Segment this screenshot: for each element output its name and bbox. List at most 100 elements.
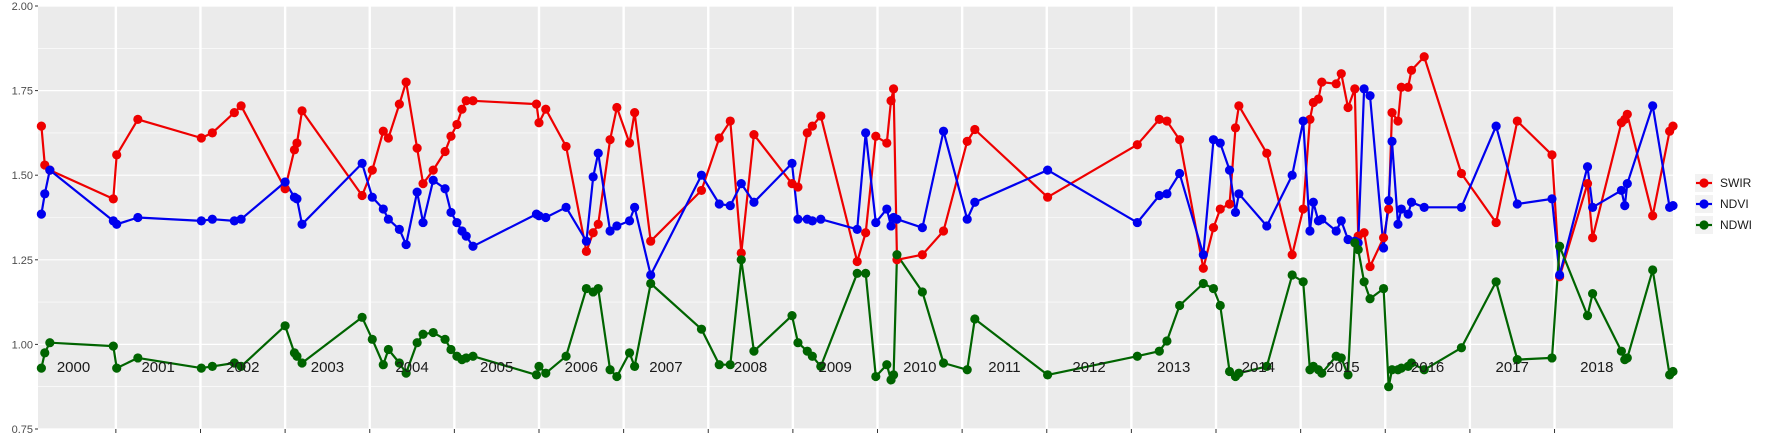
swir-point xyxy=(292,138,302,148)
ndvi-point xyxy=(440,184,450,194)
ndvi-point xyxy=(1198,250,1208,260)
ndwi-point xyxy=(401,368,411,378)
ndvi-point xyxy=(297,219,307,229)
swir-point xyxy=(383,133,393,143)
ndvi-point xyxy=(882,204,892,214)
ndvi-point xyxy=(468,241,478,251)
ndvi-point xyxy=(1230,207,1241,218)
ndvi-point xyxy=(401,239,411,250)
ndwi-point xyxy=(541,368,551,378)
ndvi-point xyxy=(1234,189,1244,199)
ndvi-point xyxy=(1132,217,1142,228)
swir-point xyxy=(133,114,143,124)
swir-point xyxy=(236,101,246,111)
ndwi-point xyxy=(378,360,388,370)
ndwi-point xyxy=(1616,346,1626,356)
ndwi-point xyxy=(1365,294,1375,304)
swir-point xyxy=(108,194,118,204)
ndwi-point xyxy=(793,338,803,348)
swir-point xyxy=(412,143,422,153)
ndvi-point xyxy=(561,202,571,212)
swir-point xyxy=(1648,211,1658,221)
ndvi-point xyxy=(461,231,471,241)
legend-marker-swir xyxy=(1699,178,1709,188)
ndvi-point xyxy=(1224,165,1235,175)
swir-point xyxy=(1234,101,1244,111)
ndwi-point xyxy=(1622,353,1632,363)
swir-point xyxy=(196,133,206,143)
swir-point xyxy=(1154,114,1164,124)
swir-point xyxy=(749,129,759,140)
ndwi-point xyxy=(1456,343,1467,353)
ndwi-point xyxy=(280,321,290,331)
year-label: 2000 xyxy=(57,359,90,376)
ndwi-point xyxy=(1287,270,1297,280)
ndvi-point xyxy=(1387,136,1397,146)
ndwi-point xyxy=(630,361,640,371)
year-label: 2017 xyxy=(1496,359,1529,376)
ndvi-point xyxy=(1406,197,1417,207)
year-label: 2003 xyxy=(311,359,344,376)
ndvi-point xyxy=(36,209,46,219)
ndwi-point xyxy=(749,346,759,356)
ndvi-point xyxy=(861,128,871,138)
ndvi-point xyxy=(133,212,143,223)
ndwi-point xyxy=(1234,368,1244,378)
ndwi-point xyxy=(1419,365,1429,375)
ndvi-point xyxy=(112,219,122,229)
ndwi-point xyxy=(736,255,746,265)
ndvi-point xyxy=(45,165,55,175)
swir-point xyxy=(1406,65,1417,75)
swir-point xyxy=(446,131,456,141)
legend-marker-ndwi xyxy=(1699,220,1709,230)
ndvi-point xyxy=(1043,165,1053,175)
y-tick-label: 1.50 xyxy=(12,170,33,182)
swir-point xyxy=(1230,123,1241,133)
swir-point xyxy=(1396,82,1406,92)
swir-point xyxy=(962,136,972,146)
swir-point xyxy=(612,102,622,113)
legend: SWIR NDVI NDWI xyxy=(1695,174,1752,234)
ndwi-point xyxy=(624,348,635,358)
ndvi-point xyxy=(1175,168,1185,179)
ndvi-point xyxy=(725,201,735,211)
swir-point xyxy=(888,84,899,94)
ndwi-point xyxy=(1215,300,1225,311)
ndvi-point xyxy=(367,192,377,202)
year-label: 2014 xyxy=(1242,359,1275,376)
ndwi-point xyxy=(714,360,724,370)
swir-point xyxy=(1208,223,1219,233)
swir-point xyxy=(1317,77,1327,87)
ndvi-point xyxy=(1622,179,1632,189)
ndwi-point xyxy=(412,338,422,348)
ndwi-point xyxy=(1512,355,1522,365)
ndwi-point xyxy=(1343,370,1353,380)
ndvi-point xyxy=(816,214,826,224)
ndwi-point xyxy=(696,324,707,334)
ndwi-point xyxy=(196,363,206,373)
ndwi-point xyxy=(45,338,55,348)
ndwi-point xyxy=(1175,300,1185,311)
ndwi-point xyxy=(1378,283,1389,294)
swir-point xyxy=(1403,82,1413,92)
ndvi-point xyxy=(749,197,759,207)
year-label: 2016 xyxy=(1411,359,1444,376)
swir-point xyxy=(1132,140,1142,150)
ndvi-point xyxy=(1512,199,1522,209)
ndwi-point xyxy=(383,344,393,355)
ndwi-point xyxy=(468,351,478,361)
ndvi-point xyxy=(1403,209,1413,219)
ndwi-point xyxy=(1336,353,1346,363)
year-label: 2004 xyxy=(395,359,428,376)
ndvi-point xyxy=(383,214,393,224)
ndvi-point xyxy=(446,207,456,218)
ndwi-point xyxy=(807,351,817,361)
ndwi-point xyxy=(418,329,428,339)
swir-point xyxy=(401,77,411,87)
swir-point xyxy=(1547,150,1557,160)
ndvi-point xyxy=(1359,84,1369,94)
swir-point xyxy=(280,184,290,194)
ndwi-point xyxy=(1554,241,1565,251)
swir-point xyxy=(793,182,803,192)
swir-point xyxy=(1387,107,1397,118)
